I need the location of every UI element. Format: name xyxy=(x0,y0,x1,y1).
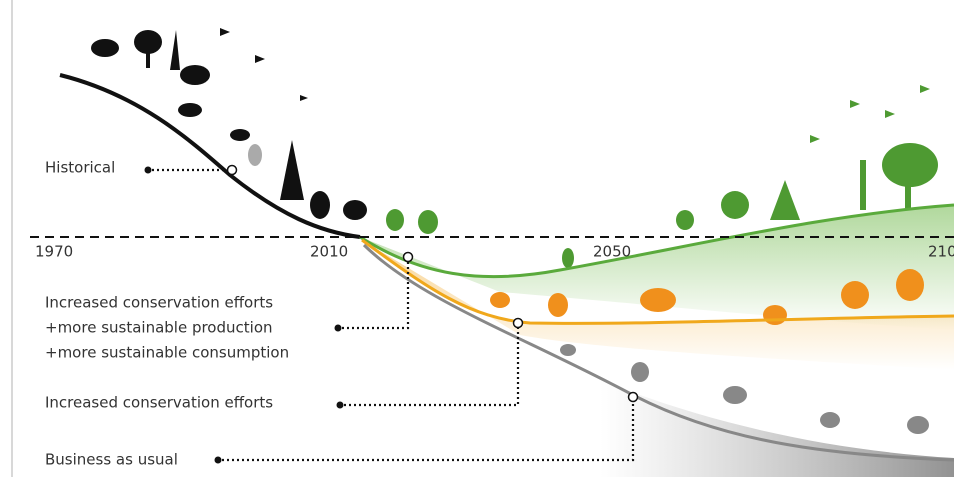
green-area xyxy=(360,205,954,330)
scenario-label: Business as usual xyxy=(45,451,178,469)
scenario-label: +more sustainable production xyxy=(45,319,273,337)
orange-area xyxy=(370,245,954,370)
leader-end xyxy=(512,317,524,329)
leader-dot xyxy=(334,324,342,332)
leader-line xyxy=(342,261,410,330)
leader-dot xyxy=(214,456,222,464)
orange-curve xyxy=(361,238,954,325)
leader-end xyxy=(226,164,238,176)
gray-area xyxy=(600,380,954,477)
year-label: 1970 xyxy=(35,243,73,261)
historical-curve xyxy=(59,73,361,239)
leader-line xyxy=(344,327,520,407)
leader-dot xyxy=(144,166,152,174)
year-label: 2010 xyxy=(310,243,348,261)
historical-label: Historical xyxy=(45,159,115,177)
green-silhouettes xyxy=(386,85,938,268)
year-label: 2100 xyxy=(928,243,954,261)
scenario-label: Increased conservation efforts xyxy=(45,394,273,412)
leader-end xyxy=(627,391,639,403)
green-curve xyxy=(359,203,954,279)
tree-icon xyxy=(248,144,262,166)
leader-dot xyxy=(336,401,344,409)
year-label: 2050 xyxy=(593,243,631,261)
scenario-label: Increased conservation efforts xyxy=(45,294,273,312)
scenario-label: +more sustainable consumption xyxy=(45,344,289,362)
leader-end xyxy=(402,251,414,263)
gray-silhouettes xyxy=(560,344,929,434)
leader-line xyxy=(222,401,635,462)
historical-silhouettes xyxy=(91,28,367,220)
